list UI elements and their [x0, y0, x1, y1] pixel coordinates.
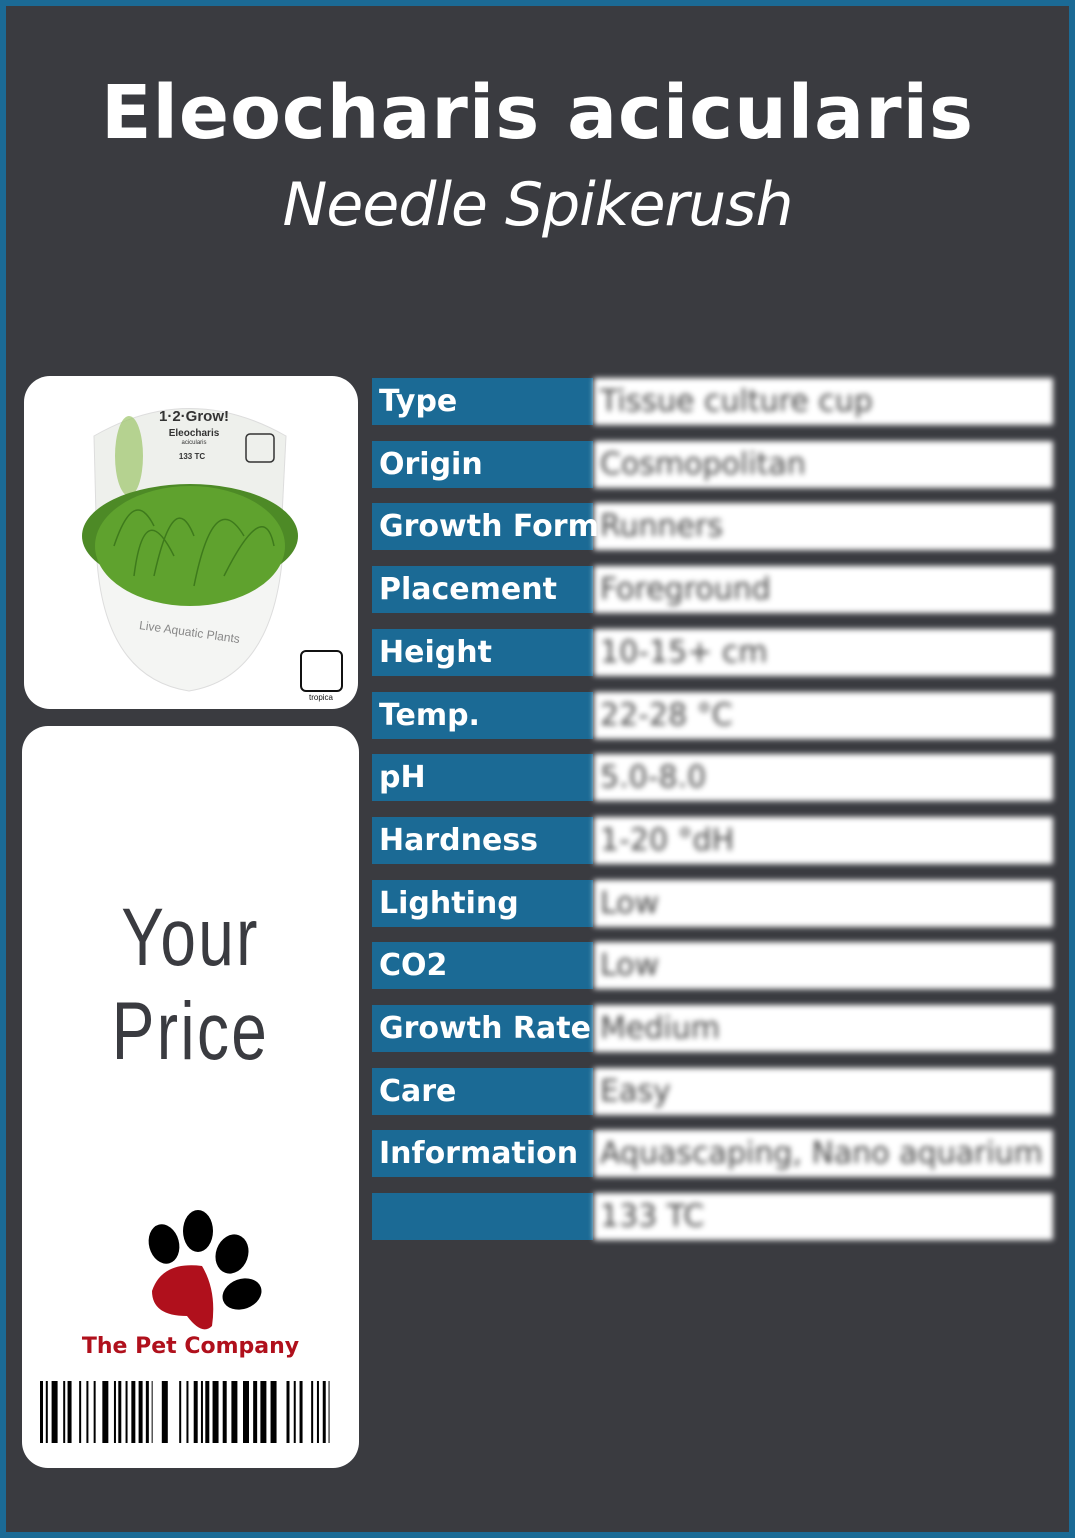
svg-text:133 TC: 133 TC: [179, 452, 205, 461]
spec-label: Origin: [372, 440, 593, 488]
spec-value: 10-15+ cm: [594, 628, 1053, 676]
spec-label: Care: [372, 1067, 593, 1115]
spec-value: Tissue culture cup: [594, 378, 1053, 425]
barcode-bar: [316, 1381, 319, 1443]
spec-row: Temp. 22-28 °C: [372, 691, 1053, 739]
spec-label: Information: [372, 1130, 593, 1178]
barcode-bar: [40, 1381, 43, 1443]
spec-row: Care Easy: [372, 1067, 1053, 1115]
barcode-bar: [86, 1381, 89, 1443]
spec-label: Hardness: [372, 816, 593, 864]
page-title: Eleocharis acicularis: [100, 70, 974, 156]
spec-label: Height: [372, 628, 593, 676]
svg-text:tropica: tropica: [309, 693, 334, 702]
barcode-bar: [151, 1381, 153, 1443]
barcode-bar: [243, 1381, 249, 1443]
spec-row: Lighting Low: [372, 879, 1053, 927]
spec-value: Runners: [594, 503, 1053, 551]
spec-label: Temp.: [372, 691, 593, 739]
barcode-bar: [328, 1381, 330, 1443]
spec-value: 1-20 °dH: [594, 816, 1053, 864]
spec-value: 5.0-8.0: [594, 754, 1053, 802]
spec-label: Lighting: [372, 879, 593, 927]
spec-row: Type Tissue culture cup: [372, 378, 1053, 425]
barcode-bar: [200, 1381, 203, 1443]
barcode-bar: [299, 1381, 303, 1443]
spec-value: Low: [594, 942, 1053, 990]
barcode-bar: [63, 1381, 66, 1443]
svg-text:Eleocharis: Eleocharis: [169, 428, 220, 439]
barcode-bar: [131, 1381, 136, 1443]
spec-label: pH: [372, 754, 593, 802]
barcode-bar: [138, 1381, 143, 1443]
spec-row: 133 TC: [372, 1193, 1053, 1241]
barcode-bar: [67, 1381, 72, 1443]
barcode-bar: [293, 1381, 296, 1443]
spec-row: CO2 Low: [372, 942, 1053, 990]
svg-text:acicularis: acicularis: [181, 440, 206, 446]
page-subtitle: Needle Spikerush: [282, 170, 794, 240]
barcode-bar: [205, 1381, 210, 1443]
spec-value: Cosmopolitan: [594, 440, 1053, 488]
paw-logo-icon: [148, 1210, 262, 1330]
barcode-bar: [270, 1381, 277, 1443]
spec-value: Easy: [594, 1067, 1053, 1115]
spec-label: Type: [372, 378, 593, 425]
barcode-bar: [118, 1381, 122, 1443]
spec-row: Hardness 1-20 °dH: [372, 816, 1053, 864]
barcode-bar: [212, 1381, 219, 1443]
spec-value: Foreground: [594, 566, 1053, 614]
spec-value: Low: [594, 879, 1053, 927]
barcode-bar: [222, 1381, 227, 1443]
svg-text:1·2·Grow!: 1·2·Grow!: [159, 408, 229, 425]
barcode-bar: [322, 1381, 326, 1443]
barcode-bar: [51, 1381, 58, 1443]
barcode-bar: [260, 1381, 267, 1443]
spec-label: CO2: [372, 942, 593, 990]
barcode-bar: [253, 1381, 258, 1443]
barcode-bar: [193, 1381, 198, 1443]
barcode-bar: [113, 1381, 116, 1443]
product-image: 1·2·Grow! Eleocharis acicularis 133 TC L…: [24, 376, 358, 709]
spec-label: Growth Form: [372, 503, 599, 551]
barcode-bar: [186, 1381, 189, 1443]
price-label: Your Price: [111, 892, 270, 1077]
spec-row: Placement Foreground: [372, 566, 1053, 614]
barcode-bar: [102, 1381, 109, 1443]
spec-value: 133 TC: [594, 1193, 1053, 1241]
barcode-bar: [179, 1381, 182, 1443]
spec-label: [372, 1193, 593, 1241]
barcode-bar: [145, 1381, 149, 1443]
barcode-bar: [231, 1381, 238, 1443]
spec-value: 22-28 °C: [594, 691, 1053, 739]
barcode-bar: [93, 1381, 96, 1443]
brand-name: The Pet Company: [81, 1334, 300, 1359]
barcode-bar: [45, 1381, 48, 1443]
barcode-bar: [161, 1381, 168, 1443]
price-card: Your Price The Pet Company: [22, 726, 359, 1468]
spec-row: Height 10-15+ cm: [372, 628, 1053, 676]
spec-row: Information Aquascaping, Nano aquarium: [372, 1130, 1053, 1178]
barcode-bar: [311, 1381, 314, 1443]
barcode-bar: [286, 1381, 290, 1443]
spec-row: Growth Rate Medium: [372, 1005, 1053, 1052]
spec-label: Placement: [372, 566, 593, 614]
barcode-bar: [125, 1381, 128, 1443]
spec-row: pH 5.0-8.0: [372, 754, 1053, 802]
spec-row: Growth Form Runners: [372, 503, 1053, 551]
barcode-bar: [79, 1381, 82, 1443]
spec-value: Aquascaping, Nano aquarium: [594, 1130, 1053, 1178]
barcode: [40, 1381, 330, 1443]
spec-label: Growth Rate: [372, 1005, 593, 1052]
spec-value: Medium: [594, 1005, 1053, 1052]
spec-row: Origin Cosmopolitan: [372, 440, 1053, 488]
